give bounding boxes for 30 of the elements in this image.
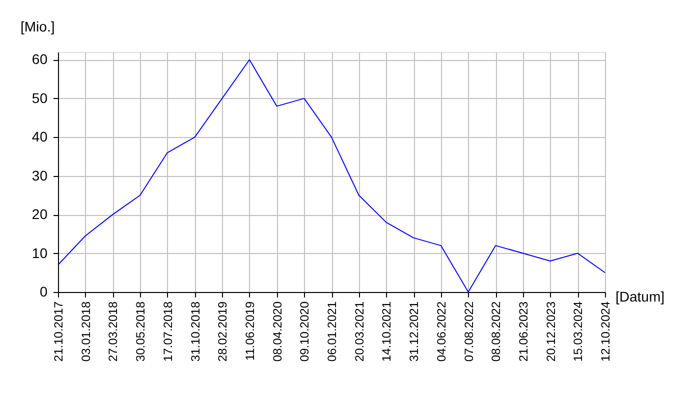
y-tick-label: 0: [40, 284, 48, 300]
y-tick-label: 30: [32, 167, 48, 184]
x-tick-label: 28.02.2019: [216, 301, 230, 362]
x-tick-label: 20.03.2021: [352, 301, 366, 362]
y-axis-title: [Mio.]: [20, 18, 55, 34]
x-tick-label: 09.10.2020: [298, 301, 312, 362]
x-tick-label: 11.06.2019: [242, 301, 257, 361]
x-tick-label: 31.10.2018: [188, 301, 202, 362]
x-tick-label: 21.10.2017: [52, 301, 66, 362]
x-tick-label: 27.03.2018: [106, 301, 120, 362]
x-tick-label: 06.01.2021: [325, 301, 339, 362]
x-tick-label: 17.07.2018: [160, 301, 175, 362]
y-tick-label: 50: [32, 90, 48, 106]
x-tick-label: 07.08.2022: [462, 301, 476, 362]
x-tick-label: 21.06.2023: [516, 301, 530, 362]
y-tick-label: 60: [32, 51, 48, 68]
y-tick-label: 40: [32, 128, 48, 145]
x-tick-label: 20.12.2023: [544, 301, 558, 362]
x-tick-label: 08.08.2022: [489, 301, 504, 362]
x-tick-label: 14.10.2021: [380, 301, 394, 362]
x-tick-label: 04.06.2022: [434, 301, 448, 362]
x-tick-label: 03.01.2018: [78, 301, 93, 362]
x-tick-label: 31.12.2021: [407, 301, 422, 362]
y-tick-label: 20: [32, 206, 48, 222]
x-tick-label: 30.05.2018: [134, 301, 148, 362]
y-tick-label: 10: [32, 244, 48, 261]
x-tick-label: 08.04.2020: [270, 301, 284, 362]
x-axis-title: [Datum]: [616, 288, 665, 304]
x-tick-label: 12.10.2024: [598, 301, 612, 362]
x-tick-label: 15.03.2024: [571, 301, 586, 362]
